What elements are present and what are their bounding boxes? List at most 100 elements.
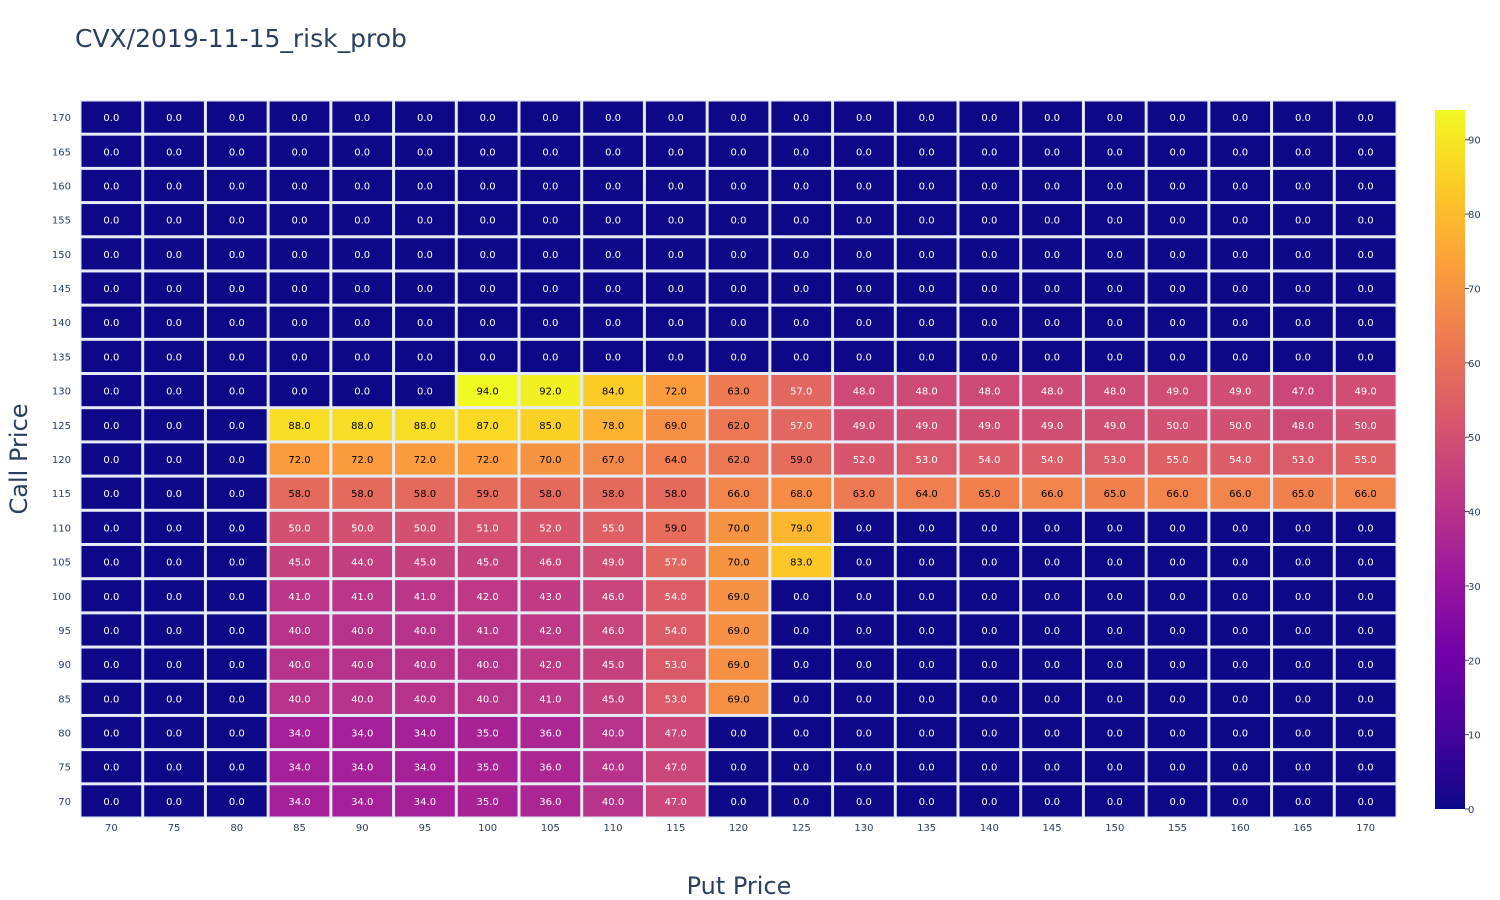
cell-value-label: 0.0 <box>1295 216 1311 227</box>
cell-value-label: 47.0 <box>1292 387 1314 398</box>
heatmap-cell <box>1022 204 1082 236</box>
heatmap-cell <box>457 135 518 167</box>
cell-value-label: 79.0 <box>790 523 812 534</box>
heatmap-cell <box>520 169 581 202</box>
cell-value-label: 0.0 <box>292 318 308 329</box>
cell-value-label: 40.0 <box>602 797 624 808</box>
heatmap-cell <box>81 340 142 373</box>
cell-value-label: 0.0 <box>919 216 935 227</box>
cell-value-label: 0.0 <box>480 113 496 124</box>
heatmap-cell <box>206 409 267 441</box>
heatmap-cell <box>269 716 330 749</box>
heatmap-cell <box>144 751 204 783</box>
heatmap-cell <box>1273 785 1333 817</box>
cell-value-label: 0.0 <box>229 284 245 295</box>
cell-value-label: 53.0 <box>1104 455 1126 466</box>
heatmap-cell <box>771 511 832 543</box>
heatmap-cell <box>834 306 894 338</box>
cell-value-label: 0.0 <box>668 113 684 124</box>
y-tick-label: 105 <box>52 558 71 569</box>
cell-value-label: 0.0 <box>1107 113 1123 124</box>
cell-value-label: 0.0 <box>354 113 370 124</box>
cell-value-label: 41.0 <box>477 626 499 637</box>
heatmap-cell <box>1273 101 1333 133</box>
heatmap-cell <box>206 751 267 783</box>
cell-value-label: 0.0 <box>1107 763 1123 774</box>
heatmap-cell <box>708 238 769 270</box>
cell-value-label: 0.0 <box>919 626 935 637</box>
heatmap-cell <box>896 204 957 236</box>
cell-value-label: 0.0 <box>981 113 997 124</box>
heatmap-cell <box>520 101 581 133</box>
heatmap-cell <box>1273 169 1333 202</box>
heatmap-cell <box>1022 272 1082 304</box>
heatmap-cell <box>645 443 706 475</box>
cell-value-label: 35.0 <box>477 729 499 740</box>
heatmap-cell <box>1273 238 1333 270</box>
cell-value-label: 0.0 <box>1295 284 1311 295</box>
y-tick-label: 100 <box>52 592 71 603</box>
cell-value-label: 70.0 <box>727 558 749 569</box>
cell-value-label: 0.0 <box>1232 284 1248 295</box>
cell-value-label: 70.0 <box>727 523 749 534</box>
heatmap-cell <box>1335 580 1396 612</box>
cell-value-label: 0.0 <box>919 729 935 740</box>
cell-value-label: 0.0 <box>981 318 997 329</box>
heatmap-cell <box>395 477 455 509</box>
cell-value-label: 53.0 <box>665 694 687 705</box>
heatmap-cell <box>269 340 330 373</box>
cell-value-label: 0.0 <box>417 181 433 192</box>
cell-value-label: 0.0 <box>793 626 809 637</box>
cell-value-label: 49.0 <box>1104 421 1126 432</box>
heatmap-cell <box>144 682 204 714</box>
heatmap-cell <box>144 785 204 817</box>
heatmap-cell <box>1335 204 1396 236</box>
cell-value-label: 0.0 <box>981 147 997 158</box>
cell-value-label: 0.0 <box>229 216 245 227</box>
cell-value-label: 0.0 <box>1107 729 1123 740</box>
cell-value-label: 48.0 <box>1041 387 1063 398</box>
heatmap-cell <box>269 682 330 714</box>
cell-value-label: 0.0 <box>793 113 809 124</box>
cell-value-label: 0.0 <box>1044 660 1060 671</box>
heatmap-cell <box>269 409 330 441</box>
colorbar-tick-label: 90 <box>1468 136 1481 147</box>
heatmap-cell <box>1147 682 1208 714</box>
heatmap-cell <box>708 580 769 612</box>
cell-value-label: 0.0 <box>793 694 809 705</box>
cell-value-label: 0.0 <box>793 797 809 808</box>
heatmap-cell <box>771 204 832 236</box>
heatmap-cell <box>645 751 706 783</box>
y-tick-label: 150 <box>52 250 71 261</box>
cell-value-label: 0.0 <box>1107 250 1123 261</box>
heatmap-cell <box>708 648 769 680</box>
cell-value-label: 64.0 <box>916 489 938 500</box>
cell-value-label: 0.0 <box>417 216 433 227</box>
cell-value-label: 0.0 <box>981 729 997 740</box>
cell-value-label: 0.0 <box>229 250 245 261</box>
heatmap-cell <box>1273 477 1333 509</box>
x-tick-label: 100 <box>478 823 497 834</box>
heatmap-cell <box>332 135 393 167</box>
cell-value-label: 0.0 <box>166 626 182 637</box>
heatmap-cell <box>206 306 267 338</box>
cell-value-label: 0.0 <box>1232 250 1248 261</box>
heatmap-cell <box>81 204 142 236</box>
heatmap-cell <box>206 614 267 646</box>
heatmap-cell <box>896 648 957 680</box>
heatmap-cell <box>457 409 518 441</box>
heatmap-cell <box>583 580 643 612</box>
cell-value-label: 0.0 <box>1358 694 1374 705</box>
cell-value-label: 0.0 <box>981 352 997 363</box>
heatmap-cell <box>457 101 518 133</box>
heatmap-cell <box>708 306 769 338</box>
cell-value-label: 40.0 <box>351 694 373 705</box>
cell-value-label: 47.0 <box>665 797 687 808</box>
heatmap-cell <box>896 477 957 509</box>
heatmap-cell <box>1022 751 1082 783</box>
y-tick-label: 170 <box>52 113 71 124</box>
heatmap-cell <box>896 716 957 749</box>
cell-value-label: 0.0 <box>1295 797 1311 808</box>
cell-value-label: 0.0 <box>1358 626 1374 637</box>
cell-value-label: 0.0 <box>856 113 872 124</box>
